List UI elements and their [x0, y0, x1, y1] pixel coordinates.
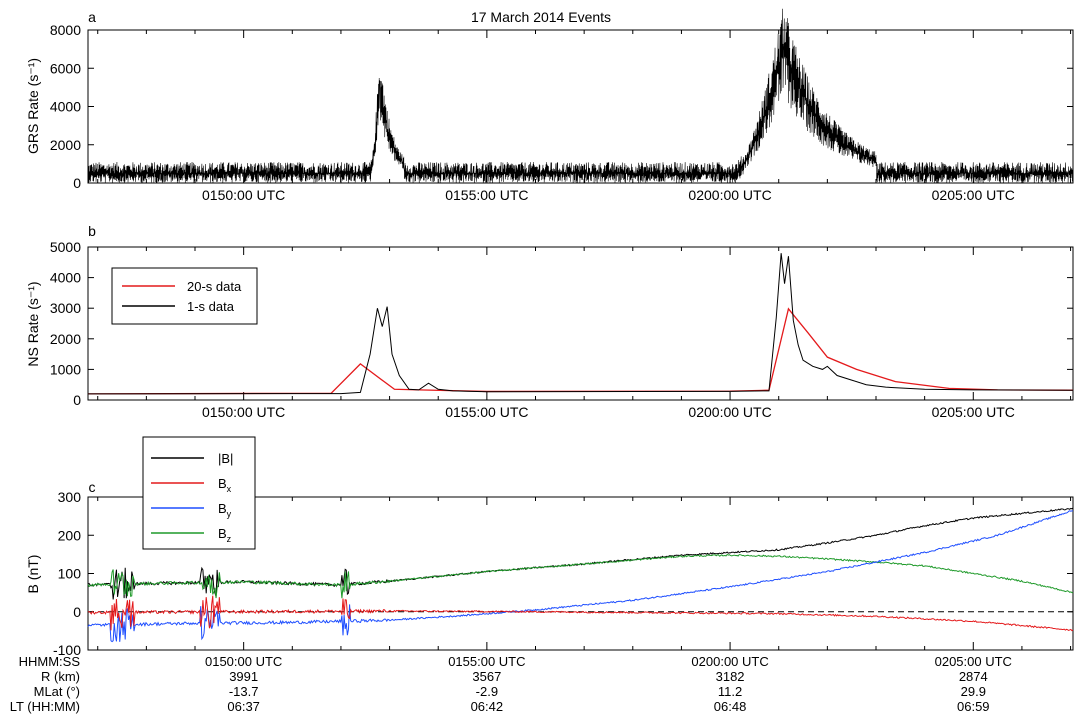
- ytick-label: 1000: [50, 361, 81, 377]
- field-series-bx: [87, 595, 1074, 632]
- panel-b-legend-label-1s: 1-s data: [187, 299, 235, 314]
- ephemeris-value: 3991: [229, 669, 258, 684]
- field-series-bz: [87, 553, 1074, 599]
- panel-b-legend: 20-s data 1-s data: [111, 267, 258, 325]
- ytick-label: 0: [73, 392, 81, 408]
- ephemeris-value: -2.9: [476, 684, 498, 699]
- ytick-label: 2000: [50, 137, 81, 153]
- ytick-label: 0: [73, 604, 81, 620]
- xtick-label: 0205:00 UTC: [932, 404, 1015, 420]
- ephemeris-value: 29.9: [961, 684, 986, 699]
- panel-c-plot: [87, 507, 1074, 643]
- ephemeris-value: 0200:00 UTC: [691, 654, 768, 669]
- ytick-label: 300: [58, 489, 82, 505]
- ytick-label: 2000: [50, 331, 81, 347]
- ephemeris-value: 0155:00 UTC: [448, 654, 525, 669]
- ephemeris-row-name: MLat (°): [34, 684, 80, 699]
- xtick-label: 0205:00 UTC: [932, 187, 1015, 203]
- xtick-label: 0200:00 UTC: [688, 187, 771, 203]
- panel-b-ns-rate: b NS Rate (s⁻¹) 0 1000 2000 3000 4000 5000 01…: [25, 223, 1074, 420]
- panel-b-xaxis: 0150:00 UTC 0155:00 UTC 0200:00 UTC 0205:00…: [97, 247, 1072, 420]
- panel-a-yaxis: 0 2000 4000 6000 8000: [50, 22, 1073, 191]
- xtick-label: 0155:00 UTC: [445, 187, 528, 203]
- panel-a-xaxis: 0150:00 UTC 0155:00 UTC 0200:00 UTC 0205:00…: [97, 30, 1072, 203]
- ephemeris-value: 0205:00 UTC: [935, 654, 1012, 669]
- xtick-label: 0150:00 UTC: [202, 404, 285, 420]
- ephemeris-value: 11.2: [718, 684, 742, 699]
- ephemeris-value: 06:37: [227, 699, 260, 714]
- legend-label-subscript: x: [227, 484, 232, 494]
- figure-title: 17 March 2014 Events: [471, 9, 611, 25]
- panel-c-ephemeris: HHMM:SS 0150:00 UTC 0155:00 UTC 0200:00 UTC…: [10, 654, 1012, 714]
- ytick-label: 0: [73, 175, 81, 191]
- ephemeris-value: 06:48: [714, 699, 747, 714]
- ytick-label: 4000: [50, 270, 81, 286]
- ephemeris-value: -13.7: [229, 684, 259, 699]
- panel-b-legend-box: [111, 267, 258, 325]
- panel-c-ylabel: B (nT): [25, 555, 41, 594]
- ephemeris-value: 3567: [472, 669, 501, 684]
- panel-b-yaxis: 0 1000 2000 3000 4000 5000: [50, 239, 1073, 408]
- panel-a-letter: a: [88, 9, 96, 25]
- panel-b-legend-label-20s: 20-s data: [187, 279, 242, 294]
- xtick-label: 0155:00 UTC: [445, 404, 528, 420]
- legend-label-subscript: z: [227, 534, 232, 544]
- field-series-by: [87, 510, 1074, 643]
- ephemeris-value: 0150:00 UTC: [205, 654, 282, 669]
- panel-c-letter: c: [89, 479, 96, 495]
- ephemeris-value: 06:59: [957, 699, 990, 714]
- xtick-label: 0200:00 UTC: [688, 404, 771, 420]
- panel-b-frame: [87, 246, 1074, 401]
- panel-c-magnetic-field: c B (nT) -100 0 100 200 300 HHMM:SS 0150:00 U…: [10, 436, 1074, 714]
- panel-c-xaxis: [97, 497, 1072, 650]
- panel-c-legend-box: [142, 436, 256, 550]
- ytick-label: 100: [58, 566, 82, 582]
- ytick-label: 5000: [50, 239, 81, 255]
- ytick-label: -100: [53, 642, 81, 658]
- ytick-label: 6000: [50, 60, 81, 76]
- panel-b-ylabel: NS Rate (s⁻¹): [25, 281, 41, 366]
- ns-rate-20s-series: [87, 307, 1074, 395]
- grs-rate-series: [87, 8, 1074, 183]
- ephemeris-row-name: HHMM:SS: [19, 654, 81, 669]
- panel-a-frame: [87, 29, 1074, 184]
- panel-b-plot: [87, 253, 1074, 395]
- ytick-label: 8000: [50, 22, 81, 38]
- panel-b-letter: b: [88, 223, 96, 239]
- ytick-label: 4000: [50, 99, 81, 115]
- legend-label: |B|: [218, 451, 233, 466]
- ns-rate-1s-series: [87, 253, 1074, 395]
- ephemeris-value: 06:42: [471, 699, 504, 714]
- ytick-label: 200: [58, 527, 82, 543]
- panel-c-yaxis: -100 0 100 200 300: [53, 489, 1073, 658]
- xtick-label: 0150:00 UTC: [202, 187, 285, 203]
- panel-a-ylabel: GRS Rate (s⁻¹): [25, 58, 41, 154]
- ephemeris-row-name: LT (HH:MM): [10, 699, 80, 714]
- panel-a-plot: [87, 8, 1074, 183]
- ytick-label: 3000: [50, 300, 81, 316]
- ephemeris-value: 2874: [959, 669, 988, 684]
- ephemeris-value: 3182: [716, 669, 745, 684]
- panel-a-grs-rate: a GRS Rate (s⁻¹) 0 2000 4000 6000 8000 0150:…: [25, 8, 1074, 203]
- ephemeris-row-name: R (km): [41, 669, 80, 684]
- legend-label-subscript: y: [227, 509, 232, 519]
